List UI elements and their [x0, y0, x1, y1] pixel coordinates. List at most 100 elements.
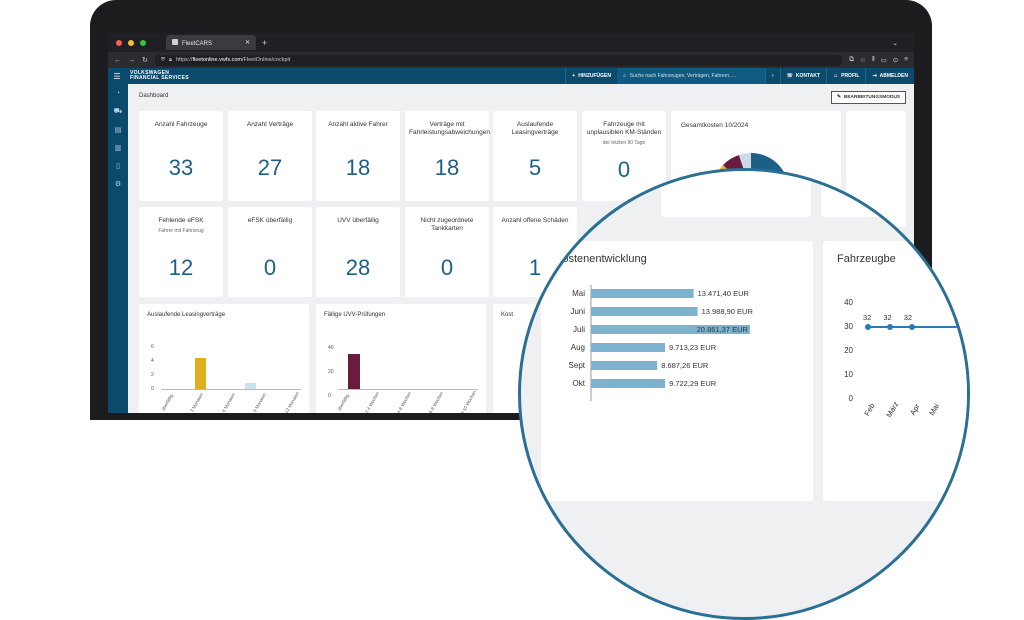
shield-icon: ⛨	[160, 56, 166, 63]
dashboard-icon[interactable]: ◔	[115, 90, 121, 97]
contact-button[interactable]: ☏ KONTAKT	[779, 68, 826, 84]
kpi-value: 27	[257, 155, 283, 180]
fleet-widget[interactable]: Fahrzeugbe 40 30 20 10 0 32 32 32 Feb März Apr Ma…	[823, 241, 967, 501]
kpi-card[interactable]: Auslaufende Leasingverträge 5	[493, 111, 577, 201]
kpi-value: 1	[528, 255, 542, 280]
widget-title: Fahrzeugbe	[837, 253, 896, 265]
x-labels: überfällig 2-4 Wochen 4-6 Wochen 6-8 Wochen…	[336, 389, 478, 413]
car-icon[interactable]: ⛟	[113, 108, 123, 115]
category-label: Sept	[569, 361, 586, 370]
close-window-icon[interactable]	[116, 39, 122, 46]
bar	[591, 307, 698, 316]
menu-icon[interactable]: ≡	[904, 56, 908, 63]
widget-title: Kost	[501, 312, 514, 318]
category-label: Juli	[573, 325, 585, 334]
point	[909, 324, 915, 330]
kpi-card[interactable]: Fehlende eFSK Fahrer mit Fahrzeug 12	[139, 207, 223, 297]
user-icon: ☺	[833, 73, 839, 79]
widget-title: Auslaufende Leasingverträge	[147, 312, 226, 318]
profile-button[interactable]: ☺ PROFIL	[826, 68, 865, 84]
kpi-card[interactable]: Anzahl aktive Fahrer 18	[316, 111, 400, 201]
app-header: ☰ VOLKSWAGEN FINANCIAL SERVICES + HINZUFÜ…	[108, 68, 914, 84]
data-label: 9.722,29 EUR	[669, 379, 717, 388]
cost-development-widget[interactable]: Kostenentwicklung Mai 13.471,40 EUR Juni 13…	[541, 241, 813, 501]
sidebar-icon[interactable]: ▭	[880, 57, 887, 64]
x-axis	[161, 389, 301, 390]
zoom-magnifier: Kostenentwicklung Mai 13.471,40 EUR Juni 13…	[518, 168, 970, 620]
account-icon[interactable]: ⊙	[892, 57, 899, 64]
kpi-value: 12	[168, 255, 194, 280]
hamburger-menu-icon[interactable]: ☰	[113, 71, 121, 81]
reports-icon[interactable]: ▥	[114, 145, 122, 152]
tab-list-chevron-icon[interactable]: ⌄	[892, 39, 898, 47]
y-axis: 40 30 20 10 0	[844, 298, 853, 403]
kpi-card[interactable]: eFSK überfällig 0	[228, 207, 312, 297]
kpi-value: 18	[434, 155, 460, 180]
kpi-value: 0	[617, 157, 631, 182]
back-icon[interactable]: ←	[114, 56, 121, 64]
browser-toolbar: ← → ↻ ⛨ 🔒︎ https://fleetonline.vwfs.com/…	[108, 52, 914, 68]
reload-icon[interactable]: ↻	[142, 57, 148, 64]
tab-close-icon[interactable]: ✕	[244, 40, 250, 46]
edit-mode-button[interactable]: ✎ BEARBEITUNGSMODUS	[831, 91, 906, 104]
bar	[591, 289, 694, 298]
kpi-value: 18	[345, 155, 371, 180]
category-label: Aug	[571, 343, 585, 352]
point-labels: 32 32 32	[863, 313, 913, 322]
minimize-window-icon[interactable]	[128, 39, 134, 46]
logout-button[interactable]: ⇥ ABMELDEN	[865, 68, 914, 84]
add-button[interactable]: + HINZUFÜGEN	[565, 68, 617, 84]
bar	[591, 343, 666, 352]
browser-tab[interactable]: FleetCARS ✕	[166, 35, 256, 50]
kpi-card[interactable]: Anzahl Verträge 27	[228, 111, 312, 201]
page-title: Dashboard	[139, 93, 169, 99]
address-bar[interactable]: ⛨ 🔒︎ https://fleetonline.vwfs.com/FleetO…	[154, 54, 843, 66]
kpi-value: 0	[440, 255, 454, 280]
url-text: https://fleetonline.vwfs.com/FleetOnline…	[175, 57, 291, 63]
x-axis	[338, 389, 478, 390]
data-label: 9.713,23 EUR	[669, 343, 717, 352]
plus-icon: +	[572, 73, 576, 79]
category-label: Juni	[570, 307, 585, 316]
kpi-card[interactable]: Fahrzeuge mit unplausiblen KM-Ständen de…	[582, 111, 666, 201]
search-go-icon[interactable]: ›	[764, 68, 780, 84]
point	[887, 324, 893, 330]
bar	[348, 354, 360, 389]
contracts-icon[interactable]: ▤	[114, 127, 122, 134]
search-icon: ⌕	[622, 73, 626, 79]
zoomed-kpi-card	[661, 171, 811, 217]
widget-title: Fällige UVV-Prüfungen	[324, 312, 386, 318]
bar	[195, 358, 206, 389]
data-label: 8.687,26 EUR	[661, 361, 709, 370]
bookmark-icon[interactable]: ☆	[860, 57, 866, 64]
kpi-card[interactable]: Anzahl Fahrzeuge 33	[139, 111, 223, 201]
kpi-card[interactable]: Nicht zugeordnete Tankkarten 0	[405, 207, 489, 297]
kpi-card[interactable]: UVV überfällig 28	[316, 207, 400, 297]
library-icon[interactable]: ⫴	[871, 56, 875, 63]
sidebar: ◔ ⛟ ▤ ▥ ▯ ⚙	[108, 84, 128, 413]
zoomed-kpi-card	[821, 171, 967, 217]
point	[865, 324, 871, 330]
widget-title: Gesamtkosten 10/2024	[681, 122, 749, 129]
maximize-window-icon[interactable]	[140, 39, 146, 46]
forward-icon[interactable]: →	[128, 56, 135, 64]
new-tab-button[interactable]: +	[262, 37, 268, 48]
brand-logo: VOLKSWAGEN FINANCIAL SERVICES	[130, 69, 189, 81]
kpi-card[interactable]: Verträge mit Fahrleistungsabweichungen 1…	[405, 111, 490, 201]
bar	[591, 361, 658, 370]
kpi-value: 28	[345, 255, 371, 280]
favicon-icon	[172, 38, 178, 45]
headset-icon: ☏	[786, 73, 793, 79]
category-label: Mai	[572, 289, 585, 298]
x-labels: überfällig 3 Monaten 6 Monaten 9 Monaten 12 …	[160, 390, 301, 413]
cost-bar-chart: Mai 13.471,40 EUR Juni 13.988,90 EUR Juli 20.…	[569, 285, 754, 401]
extensions-icon[interactable]: ⧉	[849, 56, 855, 63]
settings-icon[interactable]: ⚙	[114, 181, 122, 188]
documents-icon[interactable]: ▯	[116, 163, 120, 170]
y-axis: 40 20 0	[328, 345, 334, 399]
uvv-widget[interactable]: Fällige UVV-Prüfungen 40 20 0 überfällig 2-…	[316, 304, 486, 413]
search-input[interactable]: ⌕ Suche nach Fahrzeugen, Verträgen, Fahre…	[616, 68, 765, 84]
data-label: 13.988,90 EUR	[702, 307, 754, 316]
